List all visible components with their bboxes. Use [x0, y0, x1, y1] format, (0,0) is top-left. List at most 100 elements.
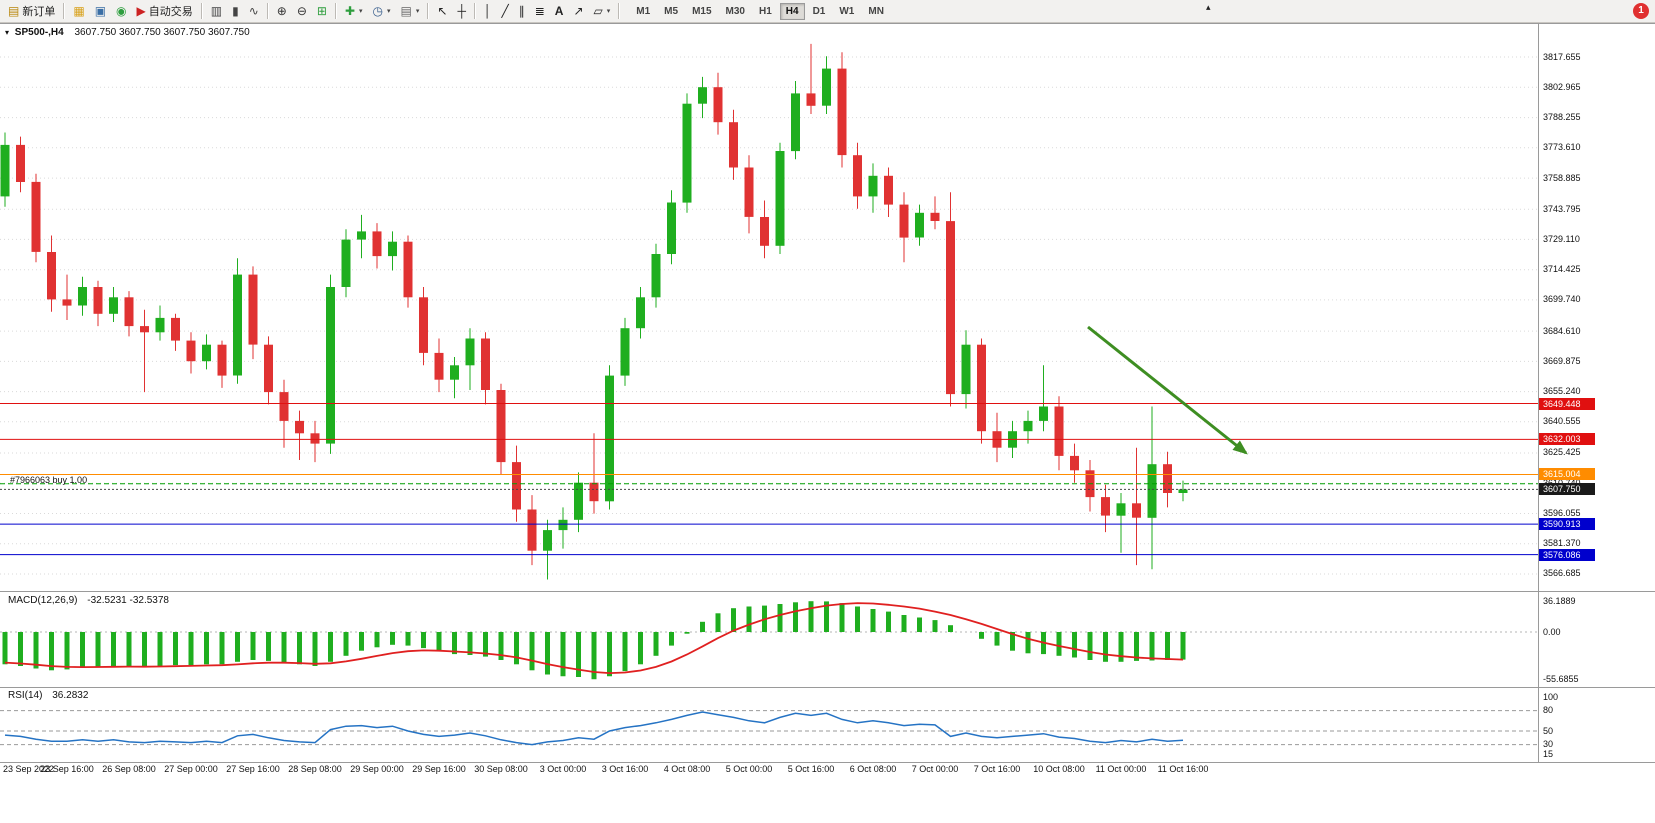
toolbar-overflow-icon[interactable]: ▴	[1206, 2, 1211, 12]
zoom-out-button[interactable]: ⊖	[292, 2, 312, 21]
crosshair-button[interactable]: ┼	[452, 2, 471, 21]
window-menu-icon[interactable]: ▾	[5, 28, 10, 37]
price-axis-label: 3788.255	[1543, 112, 1581, 123]
bar-chart-icon: ▥	[210, 4, 223, 18]
toolbar-separator	[427, 3, 430, 19]
price-tag-blue[interactable]: 3576.086	[1539, 548, 1595, 561]
vertical-line-button[interactable]: │	[479, 2, 497, 21]
price-tag-blue[interactable]: 3590.913	[1539, 518, 1595, 531]
chevron-down-icon: ▾	[606, 8, 611, 15]
notification-badge[interactable]: 1	[1633, 3, 1649, 19]
text-tool-button[interactable]: A	[550, 2, 569, 21]
auto-trading-label: 自动交易	[148, 6, 193, 18]
trendline-icon: ╱	[501, 4, 509, 18]
price-axis-label: 3773.610	[1543, 142, 1581, 153]
price-axis-label: 3566.685	[1543, 568, 1581, 579]
bar-chart-button[interactable]: ▥	[206, 2, 227, 21]
trendline-button[interactable]: ╱	[496, 2, 513, 21]
line-chart-button[interactable]: ∿	[244, 2, 264, 21]
market-watch-button[interactable]: ▣	[90, 2, 111, 21]
macd-axis-label: 0.00	[1543, 626, 1561, 637]
chevron-down-icon: ▾	[359, 8, 363, 15]
auto-trading-button[interactable]: ▶ 自动交易	[132, 2, 198, 21]
toolbar-separator	[266, 3, 269, 19]
rsi-axis-label: 100	[1543, 691, 1559, 702]
time-axis-label: 4 Oct 08:00	[663, 764, 711, 774]
timeframe-button-h4[interactable]: H4	[779, 2, 805, 20]
new-order-label: 新订单	[22, 6, 56, 18]
zoom-in-button[interactable]: ⊕	[272, 2, 292, 21]
toolbar-separator	[618, 3, 621, 19]
candle-chart-button[interactable]: ▮	[227, 2, 244, 21]
rsi-label: RSI(14)	[8, 690, 43, 701]
price-axis-label: 3596.055	[1543, 507, 1581, 518]
fibonacci-icon: ≣	[534, 4, 545, 18]
tile-windows-button[interactable]: ⊞	[312, 2, 332, 21]
timeframe-button-m5[interactable]: M5	[664, 5, 679, 17]
price-axis-label: 3669.875	[1543, 355, 1581, 366]
price-axis-label: 3684.610	[1543, 325, 1581, 336]
indicators-button[interactable]: ✚ ▾	[340, 2, 368, 21]
position-label: #7966063 buy 1.00	[10, 474, 88, 485]
clock-icon: ◷	[372, 4, 384, 18]
timeframe-button-m1[interactable]: M1	[636, 5, 651, 17]
price-axis-label: 3714.425	[1543, 264, 1581, 275]
shapes-button[interactable]: ▱ ▾	[589, 2, 616, 21]
timeframe-button-h1[interactable]: H1	[758, 5, 772, 17]
tile-windows-icon: ⊞	[316, 4, 327, 18]
timeframe-button-mn[interactable]: MN	[868, 5, 884, 17]
macd-values: -32.5231 -32.5378	[87, 595, 169, 606]
timeframe-button-m30[interactable]: M30	[725, 5, 745, 17]
toolbar-separator	[200, 3, 203, 19]
profiles-icon: ▦	[73, 4, 85, 18]
text-tool-icon: A	[554, 4, 564, 18]
candle-chart-icon: ▮	[232, 4, 239, 18]
template-icon: ▤	[400, 4, 412, 18]
time-axis-label: 3 Oct 16:00	[601, 764, 649, 774]
cursor-button[interactable]: ↖	[432, 2, 452, 21]
ohlc-values: 3607.750 3607.750 3607.750 3607.750	[74, 27, 250, 38]
rsi-header: RSI(14) 36.2832	[8, 690, 88, 701]
price-axis-label: 3625.425	[1543, 447, 1581, 458]
indicators-icon: ✚	[344, 4, 356, 18]
crosshair-icon: ┼	[457, 4, 466, 18]
channel-button[interactable]: ∥	[514, 2, 530, 21]
new-order-button[interactable]: ▤ 新订单	[3, 2, 60, 21]
templates-button[interactable]: ▤ ▾	[396, 2, 425, 21]
profiles-button[interactable]: ▦	[68, 2, 89, 21]
time-axis-label: 29 Sep 16:00	[412, 764, 466, 774]
new-order-icon: ▤	[8, 4, 20, 18]
price-tag-orange[interactable]: 3615.004	[1539, 468, 1595, 481]
price-axis-label: 3699.740	[1543, 294, 1581, 305]
time-axis-label: 5 Oct 16:00	[787, 764, 835, 774]
fibonacci-button[interactable]: ≣	[530, 2, 550, 21]
price-tag-red[interactable]: 3649.448	[1539, 397, 1595, 410]
price-axis-label: 3802.965	[1543, 81, 1581, 92]
line-chart-icon: ∿	[248, 4, 259, 18]
zoom-in-icon: ⊕	[276, 4, 287, 18]
time-axis-label: 29 Sep 00:00	[350, 764, 404, 774]
periods-button[interactable]: ◷ ▾	[368, 2, 396, 21]
shapes-icon: ▱	[593, 4, 603, 18]
timeframe-button-d1[interactable]: D1	[812, 5, 826, 17]
time-axis-label: 11 Oct 00:00	[1095, 764, 1147, 774]
time-axis-label: 7 Oct 16:00	[973, 764, 1021, 774]
price-tag-current: 3607.750	[1539, 483, 1595, 496]
chevron-down-icon: ▾	[415, 8, 420, 15]
price-axis-label: 3640.555	[1543, 416, 1581, 427]
price-axis-label: 3758.885	[1543, 172, 1581, 183]
timeframe-button-w1[interactable]: W1	[839, 5, 855, 17]
navigator-button[interactable]: ◉	[111, 2, 131, 21]
chart-title: ▾ SP500-,H4 3607.750 3607.750 3607.750 3…	[5, 27, 250, 38]
price-tag-red[interactable]: 3632.003	[1539, 433, 1595, 446]
arrow-tool-icon: ↗	[573, 4, 584, 18]
timeframe-button-m15[interactable]: M15	[692, 5, 712, 17]
cursor-icon: ↖	[437, 4, 448, 18]
time-axis-label: 10 Oct 08:00	[1033, 764, 1085, 774]
navigator-icon: ◉	[116, 4, 127, 18]
arrow-tool-button[interactable]: ↗	[568, 2, 588, 21]
macd-label: MACD(12,26,9)	[8, 595, 78, 606]
time-axis-label: 3 Oct 00:00	[539, 764, 587, 774]
channel-icon: ∥	[518, 4, 525, 18]
